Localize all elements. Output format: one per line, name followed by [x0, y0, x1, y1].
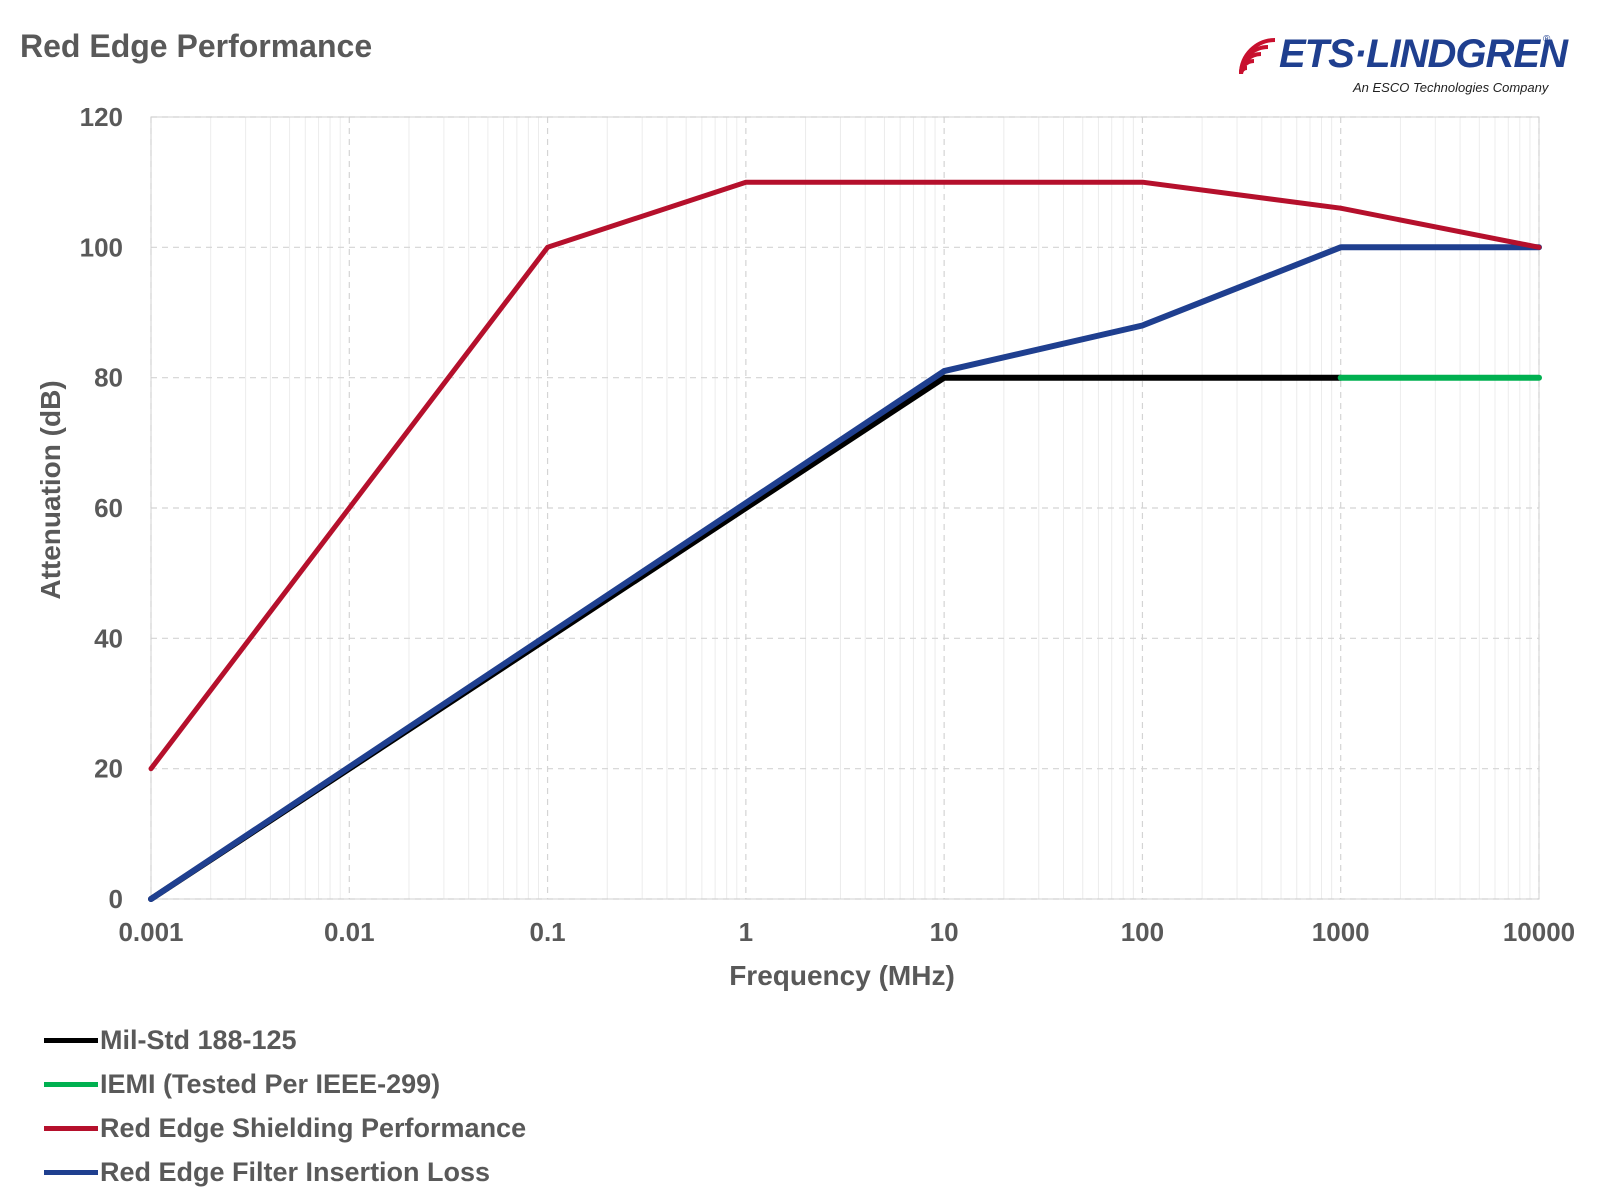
logo-tagline: An ESCO Technologies Company — [1353, 80, 1549, 95]
x-tick-label: 100 — [1121, 917, 1164, 947]
gridlines — [150, 116, 1540, 900]
x-axis-title: Frequency (MHz) — [729, 960, 955, 991]
x-axis-ticks: 0.001 0.01 0.1 1 10 100 1000 10000 — [118, 917, 1575, 947]
legend-item-filter: Red Edge Filter Insertion Loss — [44, 1150, 526, 1194]
x-tick-label: 0.01 — [324, 917, 375, 947]
y-tick-label: 20 — [94, 754, 123, 784]
logo-registered-mark: ® — [1543, 34, 1551, 45]
ets-lindgren-logo: ETS·LINDGREN ® An ESCO Technologies Comp… — [1235, 32, 1568, 102]
legend-swatch — [44, 1081, 98, 1087]
legend-swatch — [44, 1169, 98, 1175]
x-tick-label: 0.1 — [529, 917, 565, 947]
y-tick-label: 120 — [80, 102, 123, 132]
legend-item-shielding: Red Edge Shielding Performance — [44, 1106, 526, 1150]
legend-swatch — [44, 1037, 98, 1043]
plot-area-frame — [150, 116, 1540, 900]
x-tick-label: 1000 — [1312, 917, 1370, 947]
legend-item-iemi: IEMI (Tested Per IEEE-299) — [44, 1062, 526, 1106]
line-chart: 0 20 40 60 80 100 120 0.001 0.01 0.1 1 10 100 1000 10… — [35, 102, 1575, 991]
legend-label: Red Edge Filter Insertion Loss — [100, 1156, 491, 1187]
legend-label: Mil-Std 188-125 — [100, 1024, 297, 1055]
y-axis-title: Attenuation (dB) — [35, 380, 66, 599]
y-tick-label: 0 — [109, 884, 123, 914]
x-tick-label: 10 — [930, 917, 959, 947]
series-shielding-performance — [148, 179, 1542, 772]
y-tick-label: 60 — [94, 493, 123, 523]
chart-legend: Mil-Std 188-125 IEMI (Tested Per IEEE-299… — [44, 1018, 526, 1194]
x-tick-label: 10000 — [1503, 917, 1575, 947]
y-tick-label: 100 — [80, 232, 123, 262]
x-tick-label: 0.001 — [118, 917, 183, 947]
legend-swatch — [44, 1125, 98, 1131]
series-lines — [148, 179, 1542, 902]
legend-label: Red Edge Shielding Performance — [100, 1112, 527, 1143]
y-tick-label: 80 — [94, 363, 123, 393]
legend-item-mil-std: Mil-Std 188-125 — [44, 1018, 526, 1062]
y-axis-ticks: 0 20 40 60 80 100 120 — [80, 102, 123, 914]
x-tick-label: 1 — [739, 917, 753, 947]
y-tick-label: 40 — [94, 623, 123, 653]
signal-waves-icon — [1239, 38, 1276, 75]
legend-label: IEMI (Tested Per IEEE-299) — [100, 1068, 441, 1099]
logo-brand-text: ETS·LINDGREN — [1279, 32, 1568, 76]
series-filter-insertion-loss — [148, 244, 1542, 902]
chart-title: Red Edge Performance — [20, 28, 373, 64]
